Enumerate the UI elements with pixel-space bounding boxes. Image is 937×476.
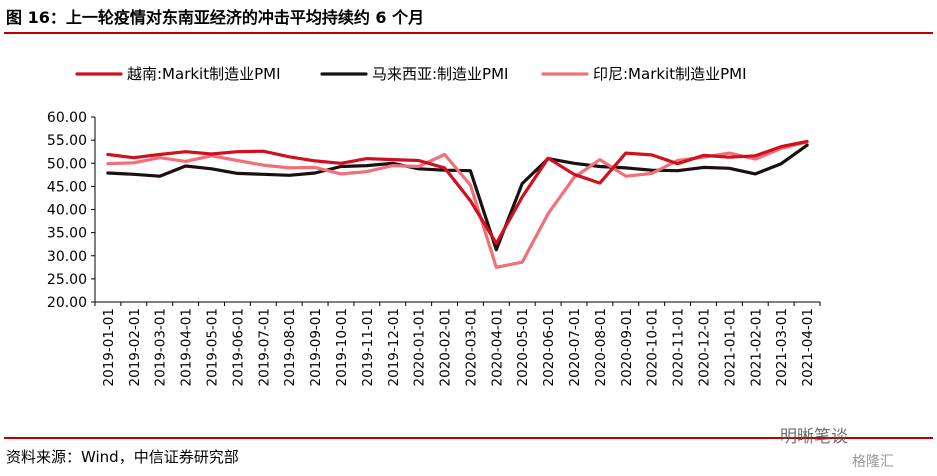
x-tick-label: 2019-06-01 — [230, 308, 246, 386]
bottom-divider — [4, 437, 933, 439]
top-divider — [4, 32, 933, 34]
chart-title: 图 16：上一轮疫情对东南亚经济的冲击平均持续约 6 个月 — [6, 8, 425, 27]
x-tick-label: 2019-05-01 — [205, 308, 221, 386]
x-tick-label: 2019-02-01 — [127, 308, 143, 386]
x-tick-label: 2020-06-01 — [541, 308, 557, 386]
x-tick-label: 2020-03-01 — [463, 308, 479, 386]
x-tick-label: 2020-08-01 — [593, 308, 609, 386]
y-tick-label: 50.00 — [47, 156, 87, 172]
x-tick-label: 2020-10-01 — [645, 308, 661, 386]
x-tick-label: 2019-11-01 — [360, 308, 376, 386]
x-tick-label: 2019-07-01 — [256, 308, 272, 386]
series-line-1 — [106, 143, 809, 252]
x-tick-label: 2019-10-01 — [334, 308, 350, 386]
y-tick-label: 20.00 — [47, 295, 87, 311]
x-tick-label: 2019-04-01 — [179, 308, 195, 386]
series-line-0 — [106, 139, 809, 245]
x-tick-label: 2020-07-01 — [567, 308, 583, 386]
y-tick-label: 30.00 — [47, 249, 87, 265]
chart-legend: 越南:Markit制造业PMI 马来西亚:制造业PMI 印尼:Markit制造业PM… — [75, 65, 747, 83]
x-tick-label: 2019-01-01 — [101, 308, 117, 386]
chart-series — [106, 139, 809, 269]
y-tick-label: 35.00 — [47, 226, 87, 242]
x-tick-label: 2019-03-01 — [153, 308, 169, 386]
watermark-sub: 格隆汇 — [852, 454, 894, 470]
chart-axes: 20.00 25.00 30.00 35.00 40.00 45.00 50.00 55.00… — [47, 110, 821, 386]
legend-label-1: 马来西亚:制造业PMI — [372, 65, 508, 83]
x-tick-label: 2020-04-01 — [489, 308, 505, 386]
x-tick-label: 2021-02-01 — [748, 308, 764, 386]
x-tick-label: 2019-09-01 — [308, 308, 324, 386]
x-tick-label: 2020-11-01 — [671, 308, 687, 386]
x-tick-label: 2020-02-01 — [438, 308, 454, 386]
x-tick-label: 2020-05-01 — [515, 308, 531, 386]
legend-label-0: 越南:Markit制造业PMI — [127, 65, 281, 83]
watermark: 明晰笔谈 — [780, 427, 848, 447]
y-tick-label: 25.00 — [47, 272, 87, 288]
x-tick-label: 2021-03-01 — [774, 308, 790, 386]
x-tick-label: 2020-09-01 — [619, 308, 635, 386]
legend-label-2: 印尼:Markit制造业PMI — [593, 65, 747, 83]
x-tick-label: 2019-12-01 — [386, 308, 402, 386]
x-tick-label: 2020-12-01 — [696, 308, 712, 386]
x-tick-label: 2021-04-01 — [800, 308, 816, 386]
x-tick-label: 2020-01-01 — [412, 308, 428, 386]
source-note: 资料来源：Wind，中信证券研究部 — [6, 448, 239, 466]
y-tick-label: 60.00 — [47, 110, 87, 126]
y-tick-label: 45.00 — [47, 179, 87, 195]
y-tick-label: 40.00 — [47, 203, 87, 219]
y-tick-label: 55.00 — [47, 133, 87, 149]
series-line-2 — [106, 140, 809, 269]
x-tick-label: 2021-01-01 — [722, 308, 738, 386]
x-tick-label: 2019-08-01 — [282, 308, 298, 386]
